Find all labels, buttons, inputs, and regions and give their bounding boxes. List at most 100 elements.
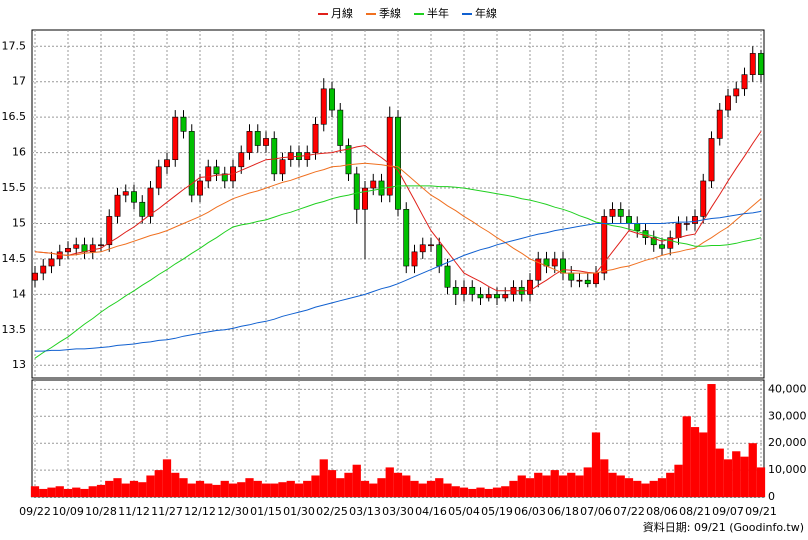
- candle-body: [650, 237, 657, 246]
- x-tick-label: 10/28: [85, 505, 117, 518]
- volume-bar: [616, 475, 625, 497]
- volume-bar: [105, 480, 114, 497]
- candle-body: [81, 244, 88, 253]
- volume-bar: [657, 478, 667, 497]
- volume-bar: [410, 480, 419, 497]
- x-tick-label: 03/13: [349, 505, 381, 518]
- candle-body: [444, 265, 451, 288]
- y-tick-label: 17.5: [2, 39, 27, 52]
- legend-label: 半年: [427, 6, 449, 20]
- volume-bar: [468, 488, 477, 497]
- volume-bar: [740, 456, 749, 497]
- y-tick-label: 14: [12, 287, 26, 300]
- ma-line: [34, 162, 762, 274]
- volume-bar: [484, 488, 493, 497]
- candle-body: [106, 216, 113, 246]
- candle-body: [56, 251, 63, 260]
- volume-bar: [426, 480, 436, 497]
- x-tick-label: 03/30: [382, 505, 414, 518]
- candle-body: [411, 251, 418, 267]
- volume-bar: [195, 480, 205, 497]
- volume-bar: [55, 486, 64, 497]
- y2-tick-label: 40,000: [768, 382, 807, 395]
- volume-bar: [393, 472, 403, 497]
- candle-body: [131, 191, 137, 203]
- candle-body: [353, 173, 360, 210]
- candle-body: [345, 145, 352, 175]
- candle-body: [197, 180, 203, 196]
- volume-bar: [748, 443, 757, 497]
- x-tick-label: 12/12: [184, 505, 216, 518]
- volume-bar: [63, 488, 73, 497]
- volume-bar: [253, 480, 262, 497]
- candle-body: [626, 216, 632, 224]
- volume-bar: [377, 478, 386, 497]
- volume-bar: [80, 488, 89, 497]
- volume-bar: [129, 480, 139, 497]
- volume-bar: [608, 472, 617, 497]
- x-tick-label: 07/06: [580, 505, 612, 518]
- candle-body: [452, 286, 459, 295]
- x-tick-label: 06/03: [514, 505, 546, 518]
- candle-body: [164, 159, 170, 168]
- volume-bar: [451, 486, 460, 497]
- y2-tick-label: 20,000: [768, 436, 807, 449]
- volume-bar: [732, 451, 741, 497]
- volume-bar: [220, 480, 229, 497]
- y2-tick-label: 0: [768, 490, 775, 503]
- volume-bar: [682, 416, 691, 497]
- candle-body: [48, 258, 55, 267]
- ma-line: [34, 131, 762, 292]
- volume-bar: [352, 464, 361, 497]
- candle-body: [758, 53, 764, 75]
- volume-bar: [162, 459, 172, 497]
- volume-bar: [666, 472, 675, 497]
- candle-body: [271, 138, 278, 175]
- candle-body: [40, 265, 47, 274]
- legend-label: 年線: [475, 6, 497, 20]
- volume-bar: [476, 487, 485, 497]
- candle-body: [741, 74, 748, 90]
- volume-bar: [113, 478, 122, 497]
- candle-body: [329, 88, 335, 111]
- volume-bar: [583, 467, 592, 497]
- volume-bar: [179, 478, 188, 497]
- candle-body: [535, 258, 542, 281]
- volume-bar: [715, 448, 724, 497]
- candle-body: [428, 244, 434, 247]
- x-tick-label: 06/18: [547, 505, 579, 518]
- candle-body: [139, 201, 146, 217]
- candle-body: [469, 286, 476, 295]
- candle-body: [593, 272, 599, 285]
- x-tick-label: 11/27: [151, 505, 183, 518]
- candle-body: [312, 123, 319, 153]
- volume-bar: [699, 432, 708, 497]
- volume-bar: [96, 484, 106, 497]
- x-tick-label: 12/30: [217, 505, 249, 518]
- candle-body: [221, 173, 228, 182]
- volume-bar: [154, 470, 163, 497]
- volume-bar: [459, 487, 469, 497]
- candle-body: [700, 180, 707, 217]
- volume-bar: [443, 483, 452, 497]
- volume-bar: [72, 487, 81, 497]
- y-tick-label: 13: [12, 358, 26, 371]
- candle-body: [601, 216, 608, 274]
- volume-bar: [534, 472, 543, 497]
- candle-body: [89, 244, 96, 253]
- candle-body: [254, 131, 261, 146]
- volume-bar: [756, 467, 766, 497]
- volume-bar: [492, 487, 502, 497]
- volume-bar: [542, 475, 551, 497]
- candle-body: [238, 152, 245, 168]
- candle-body: [477, 294, 484, 299]
- candle-body: [147, 187, 154, 217]
- volume-bar: [344, 472, 353, 497]
- candle-body: [205, 166, 212, 182]
- y-tick-label: 15.5: [2, 181, 27, 194]
- candle-body: [287, 152, 294, 161]
- y2-tick-label: 10,000: [768, 463, 807, 476]
- volume-bar: [418, 483, 427, 497]
- volume-bar: [138, 482, 147, 497]
